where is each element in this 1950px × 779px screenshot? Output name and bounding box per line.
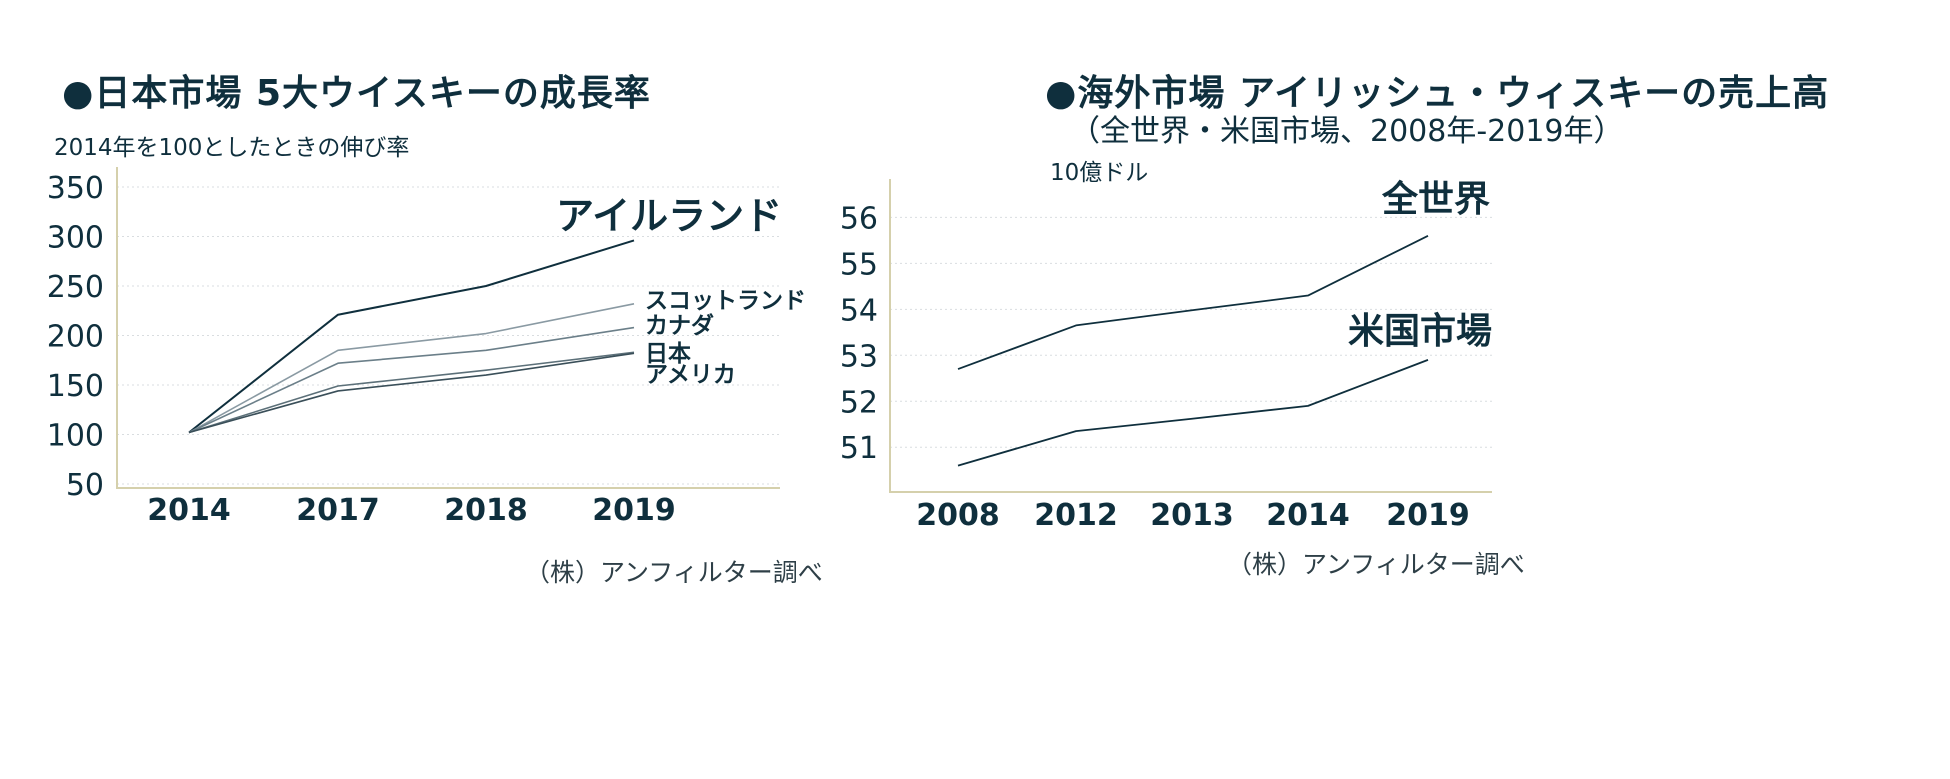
left-chart-y-tick-label: 250 [47, 270, 104, 305]
right-chart-x-tick-label: 2008 [916, 498, 1000, 533]
right-chart-y-tick-label: 54 [840, 293, 878, 328]
right-chart-series-line-1 [957, 234, 1429, 370]
left-chart-source: （株）アンフィルター調べ [525, 558, 823, 587]
left-chart-x-tick-label: 2019 [592, 493, 676, 528]
left-chart-series-label: カナダ [645, 312, 714, 339]
right-chart-x-tick-label: 2019 [1386, 498, 1470, 533]
left-chart-x-tick-label: 2014 [147, 493, 231, 528]
right-chart-subtitle: （全世界・米国市場、2008年-2019年） [1070, 114, 1624, 149]
right-chart-axis [889, 179, 1492, 493]
left-chart-series-label: アイルランド [556, 194, 782, 238]
right-chart-y-tick-label: 53 [840, 339, 878, 374]
left-chart-y-tick-label: 200 [47, 320, 104, 355]
right-chart-series-line-2 [957, 359, 1429, 467]
left-chart-series-label: アメリカ [645, 362, 736, 388]
right-chart-series-label: 米国市場 [1348, 311, 1492, 352]
left-chart-y-tick-label: 150 [47, 369, 104, 404]
left-chart-title: ●日本市場 5大ウイスキーの成長率 [62, 73, 651, 114]
left-chart-series-line-4 [188, 351, 635, 434]
left-chart-plot: 50 100 150 200 250 300 350 2014 2017 2018 2019 アイルラ… [47, 167, 806, 528]
right-chart-panel: ●海外市場 アイリッシュ・ウィスキーの売上高 （全世界・米国市場、2008年-2… [1010, 0, 1950, 779]
left-chart-series-line-3 [188, 326, 635, 434]
right-chart-x-tick-label: 2013 [1150, 498, 1234, 533]
right-chart-y-tick-label: 56 [840, 201, 878, 236]
right-chart-y-tick-label: 51 [840, 431, 878, 466]
left-chart-axis [116, 167, 780, 489]
left-chart-y-tick-label: 100 [47, 419, 104, 454]
left-chart-panel: ●日本市場 5大ウイスキーの成長率 2014年を100としたときの伸び率 50 1… [47, 73, 823, 587]
left-chart-series-label: スコットランド [645, 288, 806, 314]
left-chart-y-tick-label: 50 [66, 468, 104, 503]
left-chart-x-tick-label: 2018 [444, 493, 528, 528]
left-chart-series-label: 日本 [645, 341, 691, 367]
right-chart-source: （株）アンフィルター調べ [1227, 550, 1525, 579]
left-chart-x-tick-label: 2017 [296, 493, 380, 528]
left-chart-y-tick-label: 350 [47, 171, 104, 206]
right-chart-x-tick-label: 2012 [1034, 498, 1118, 533]
left-chart-series-line-2 [188, 303, 635, 434]
right-chart-unit-label: 10億ドル [1050, 160, 1149, 186]
right-chart-title: ●海外市場 アイリッシュ・ウィスキーの売上高 [1045, 73, 1830, 114]
right-chart-series-label: 全世界 [1381, 178, 1490, 220]
right-chart-y-tick-label: 52 [840, 385, 878, 420]
left-chart-subtitle: 2014年を100としたときの伸び率 [54, 135, 410, 161]
right-chart-y-tick-label: 55 [840, 247, 878, 282]
left-chart-y-tick-label: 300 [47, 221, 104, 256]
right-chart-x-tick-label: 2014 [1266, 498, 1350, 533]
left-chart-series-line-1 [188, 239, 635, 434]
left-chart-series-line-5 [188, 352, 635, 434]
